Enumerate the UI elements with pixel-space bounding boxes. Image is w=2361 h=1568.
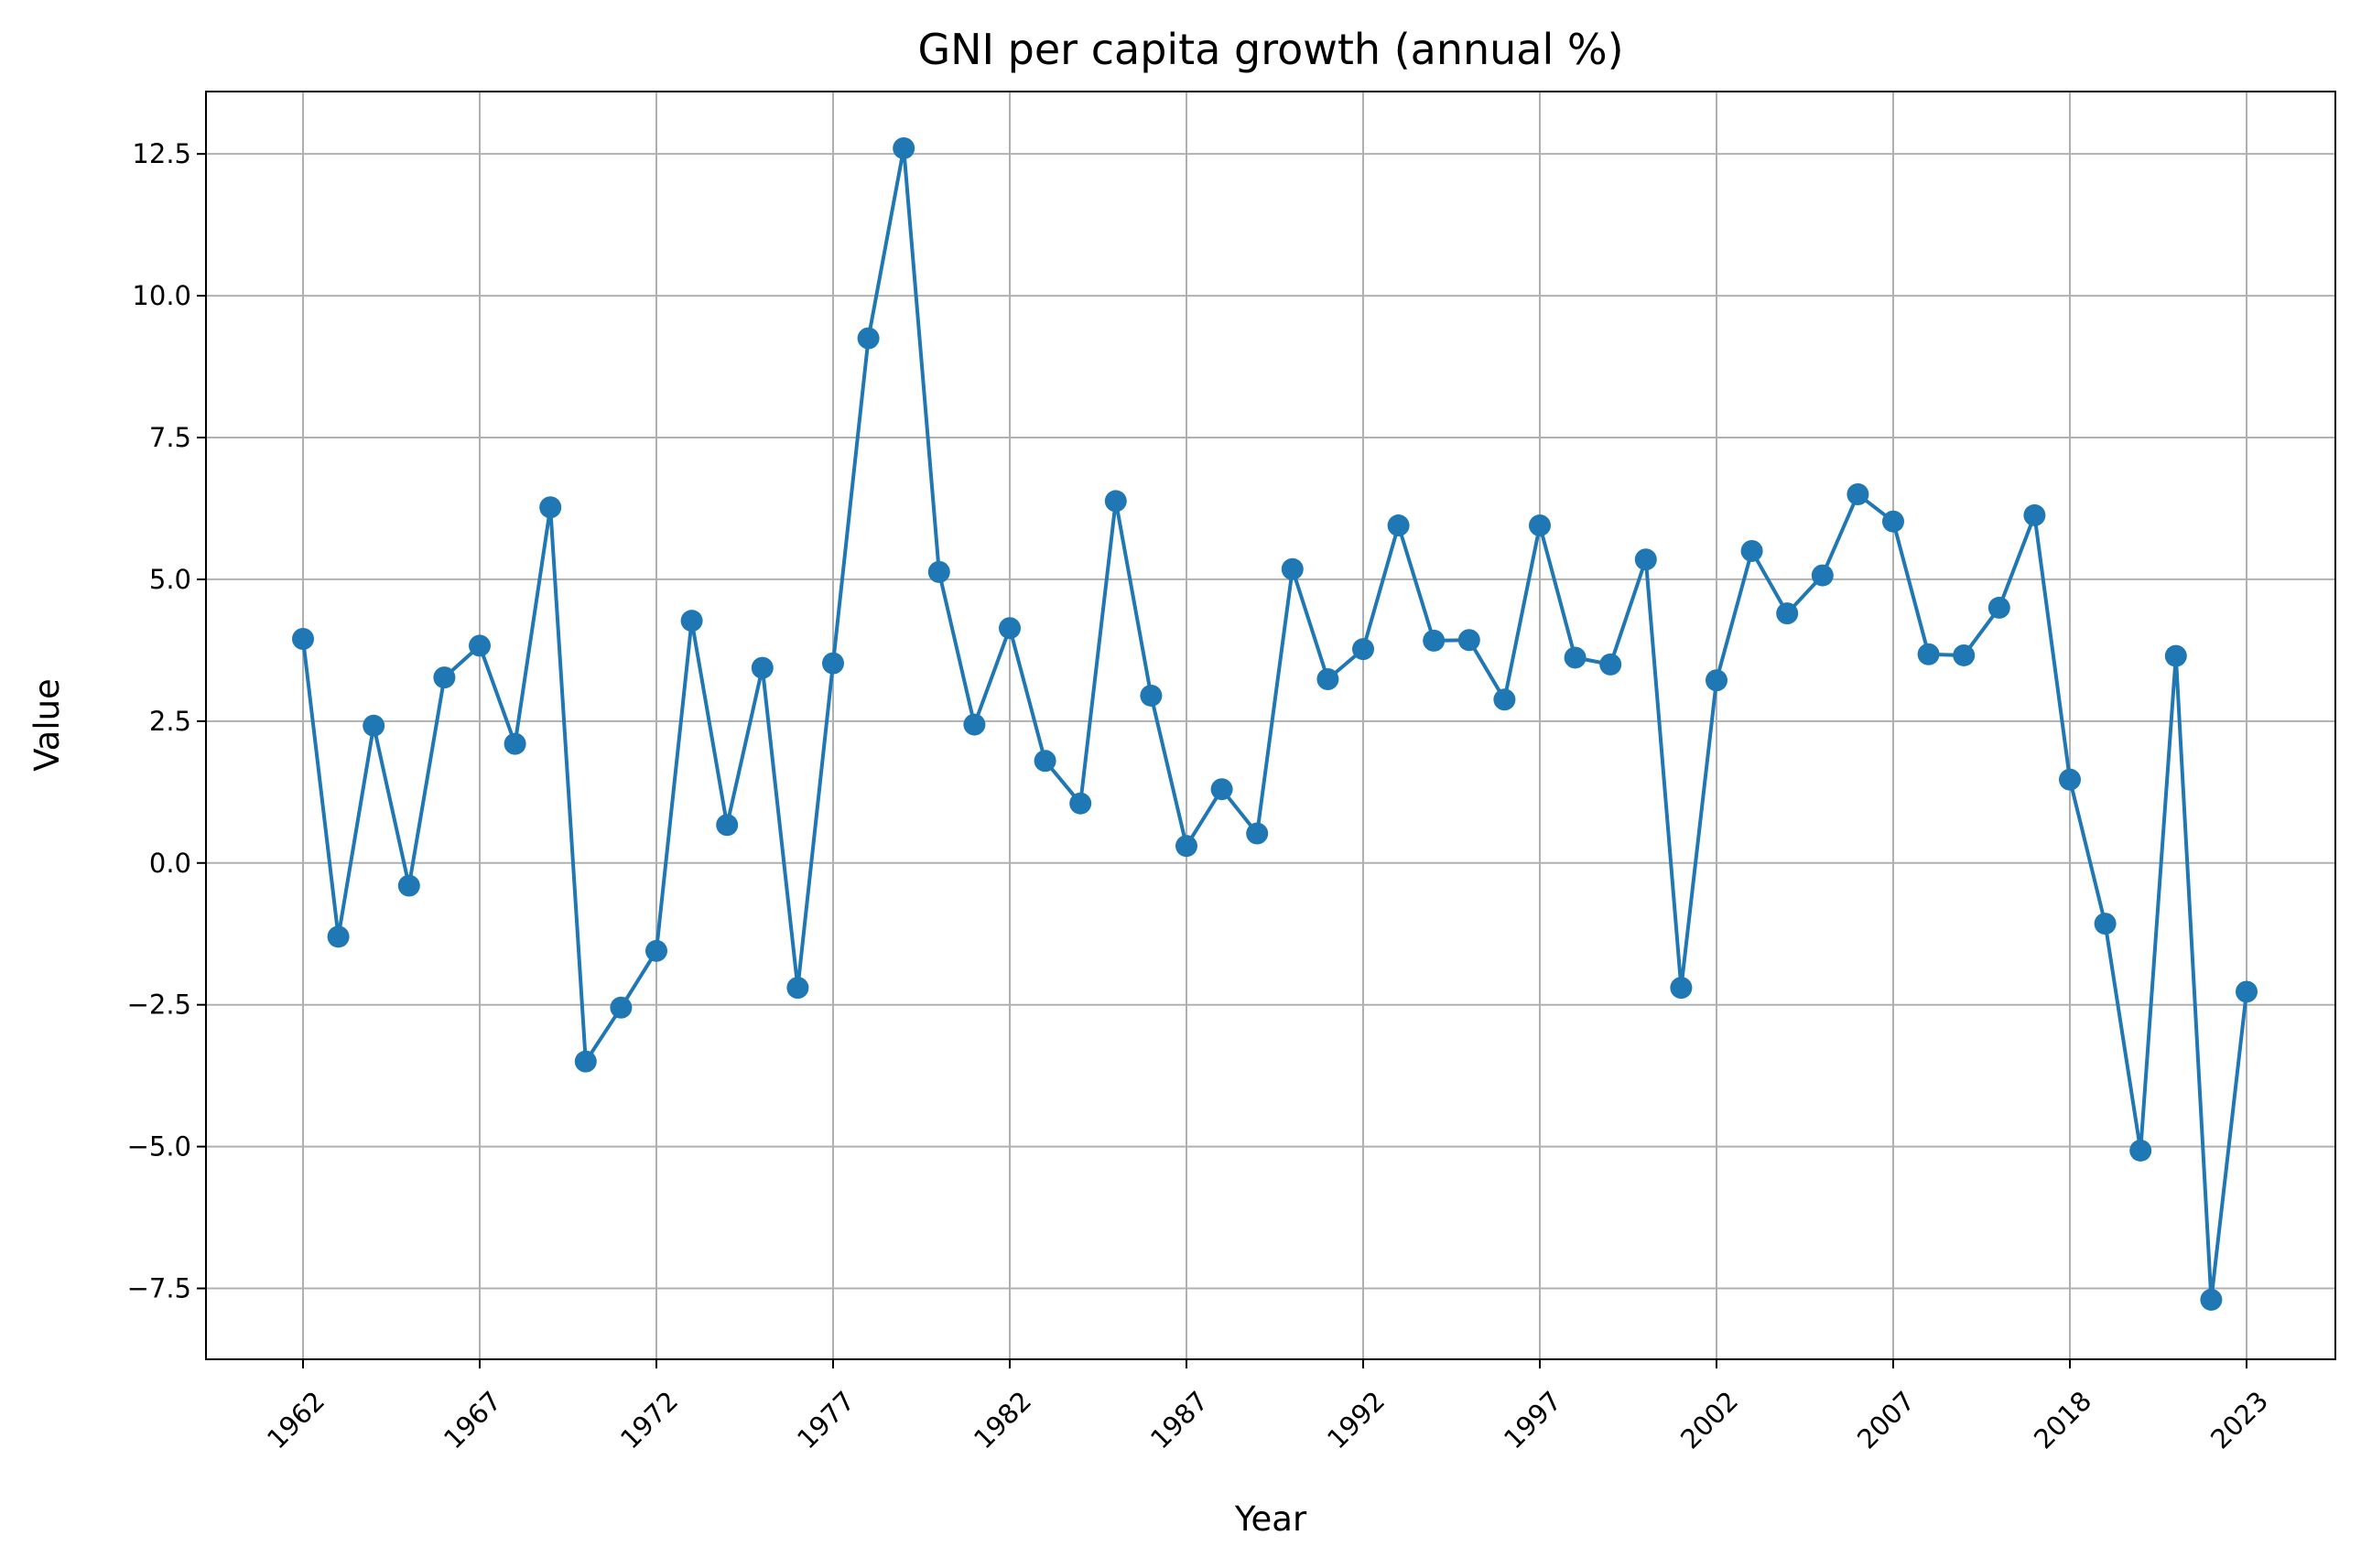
y-tick-label: 10.0 <box>132 280 191 311</box>
data-point-1963 <box>327 925 350 948</box>
data-point-1987 <box>1175 835 1197 858</box>
data-point-1967 <box>469 634 491 657</box>
data-point-1998 <box>1564 646 1587 669</box>
data-point-1978 <box>857 327 880 350</box>
data-point-1982 <box>999 617 1021 640</box>
data-point-1975 <box>751 656 774 679</box>
data-point-1971 <box>610 996 633 1019</box>
y-tick-label: 7.5 <box>149 422 191 453</box>
data-point-1989 <box>1246 822 1269 845</box>
data-point-2021 <box>2164 644 2187 667</box>
data-point-1980 <box>927 560 950 583</box>
y-tick-label: −7.5 <box>127 1273 191 1304</box>
data-point-2007 <box>1882 510 1904 533</box>
data-point-1997 <box>1529 514 1551 537</box>
series-gni-growth <box>292 136 2258 1311</box>
series-line <box>301 146 2248 1302</box>
data-point-1972 <box>645 939 667 962</box>
data-point-2001 <box>1670 977 1693 1000</box>
plot-frame <box>205 91 2336 1360</box>
y-tick-label: 2.5 <box>149 706 191 737</box>
chart-title: GNI per capita growth (annual %) <box>917 25 1623 74</box>
data-point-2009 <box>1953 643 1976 666</box>
data-point-1994 <box>1423 629 1446 652</box>
data-point-1996 <box>1493 688 1516 711</box>
data-point-1991 <box>1316 667 1339 690</box>
data-point-2018 <box>2059 768 2081 791</box>
data-point-1965 <box>397 874 420 897</box>
data-point-1979 <box>893 136 915 159</box>
data-point-1992 <box>1352 638 1374 661</box>
data-point-1986 <box>1140 684 1163 707</box>
data-point-1964 <box>363 714 385 737</box>
data-point-1970 <box>574 1050 597 1073</box>
data-point-2000 <box>1634 548 1657 571</box>
y-tick-label: 0.0 <box>149 848 191 879</box>
data-point-1962 <box>292 627 314 650</box>
data-point-2004 <box>1776 602 1799 625</box>
data-point-1974 <box>716 814 739 837</box>
data-point-2011 <box>2023 503 2046 526</box>
data-point-1976 <box>786 977 809 1000</box>
y-axis-label: Value <box>27 678 67 772</box>
y-tick-label: −5.0 <box>127 1131 191 1162</box>
data-point-2003 <box>1740 539 1763 562</box>
data-point-2005 <box>1811 564 1834 587</box>
data-point-2008 <box>1917 643 1940 665</box>
data-point-2020 <box>2129 1139 2152 1162</box>
data-point-1993 <box>1387 514 1410 537</box>
data-point-1999 <box>1599 653 1622 676</box>
y-tick-label: 5.0 <box>149 564 191 595</box>
y-tick-label: −2.5 <box>127 989 191 1021</box>
x-axis-label: Year <box>1234 1499 1307 1539</box>
data-point-1985 <box>1104 490 1127 513</box>
data-point-1988 <box>1210 778 1233 801</box>
data-point-2019 <box>2094 913 2117 935</box>
data-point-2022 <box>2200 1288 2223 1311</box>
data-point-1969 <box>539 496 562 519</box>
y-tick-label: 12.5 <box>132 138 191 169</box>
data-point-2006 <box>1847 482 1869 505</box>
data-point-1977 <box>822 652 844 675</box>
data-point-1981 <box>963 713 986 736</box>
data-point-2002 <box>1706 669 1727 692</box>
data-point-2023 <box>2236 980 2258 1003</box>
data-point-1995 <box>1457 629 1480 652</box>
data-point-1973 <box>680 610 703 633</box>
data-point-1968 <box>504 732 526 755</box>
data-point-2010 <box>1987 596 2010 619</box>
data-point-1966 <box>433 666 456 689</box>
data-point-1984 <box>1069 792 1092 815</box>
data-point-1983 <box>1034 750 1056 773</box>
data-point-1990 <box>1281 557 1304 580</box>
